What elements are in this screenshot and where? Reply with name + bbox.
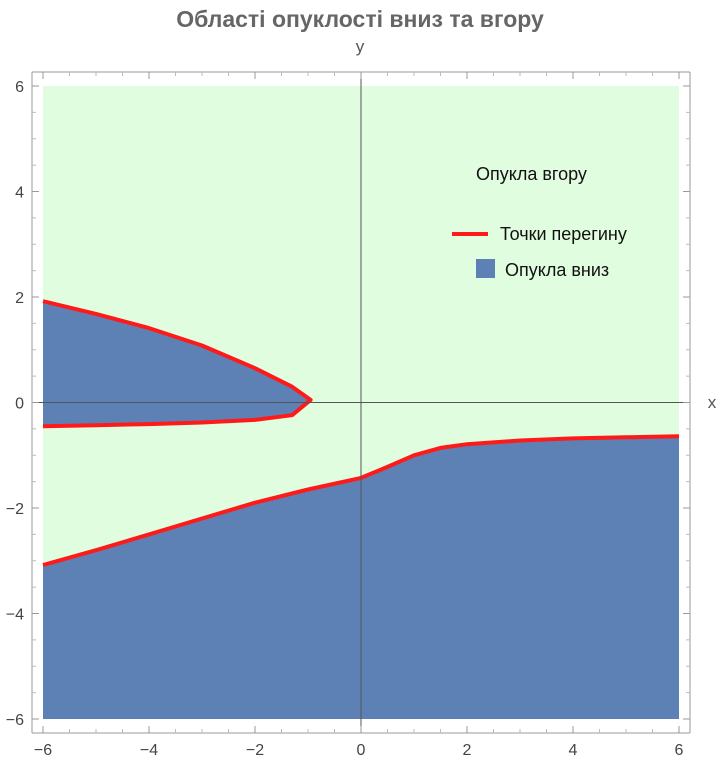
x-tick-label: −2 xyxy=(246,742,264,759)
legend-label-concave-up: Опукла вгору xyxy=(476,164,587,184)
x-tick-label: 6 xyxy=(675,742,684,759)
x-tick-label: 4 xyxy=(569,742,578,759)
x-tick-label: 0 xyxy=(357,742,366,759)
y-tick-label: 4 xyxy=(15,185,24,202)
legend-swatch-concave-down xyxy=(476,259,495,278)
ticks: −6 −4 −2 0 2 4 6 −6 −4 −2 0 2 4 6 xyxy=(6,72,690,759)
region-concave-down-left xyxy=(43,301,311,427)
y-tick-label: 0 xyxy=(15,396,24,413)
legend-label-inflection: Точки перегину xyxy=(500,224,627,244)
x-tick-label: 2 xyxy=(463,742,472,759)
y-axis-label: y xyxy=(356,37,365,56)
legend-label-concave-down: Опукла вниз xyxy=(505,260,609,280)
y-tick-label: −2 xyxy=(6,501,24,518)
y-tick-label: −4 xyxy=(6,607,24,624)
y-tick-label: −6 xyxy=(6,712,24,729)
y-tick-label: 2 xyxy=(15,290,24,307)
x-tick-label: −4 xyxy=(140,742,158,759)
inflection-curve-left xyxy=(42,299,313,429)
legend: Опукла вгору Точки перегину Опукла вниз xyxy=(452,164,627,280)
chart-title: Області опуклості вниз та вгору xyxy=(176,6,544,32)
inflection-curve-lower xyxy=(42,434,680,567)
y-tick-label: 6 xyxy=(15,79,24,96)
x-axis-label: x xyxy=(708,393,717,412)
x-tick-label: −6 xyxy=(34,742,52,759)
